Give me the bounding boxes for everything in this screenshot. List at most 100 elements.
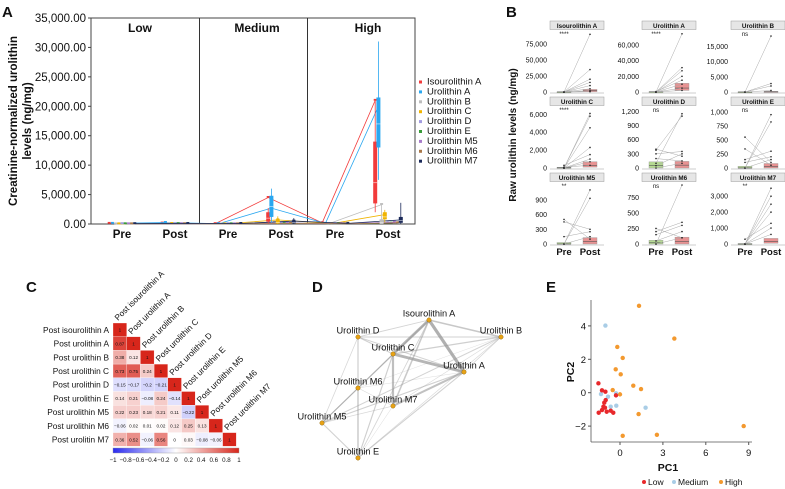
colorbar-tick-label: −0.8 [119, 457, 132, 464]
series-mean-mark [114, 222, 118, 225]
cell-value: 0.02 [129, 424, 138, 429]
strip-title: Urolithin C [561, 99, 594, 106]
post-point [589, 153, 591, 156]
post-point [681, 221, 683, 224]
y-axis-title-line: levels (ng/mg) [22, 82, 34, 159]
series-mean-mark [176, 222, 180, 224]
y-tick-label: 0 [581, 388, 586, 399]
y-tick-label: 50,000 [526, 57, 548, 64]
paired-line [563, 34, 591, 93]
post-point [770, 203, 772, 205]
series-mean-mark [173, 222, 177, 225]
y-tick-label: 35,000.00 [35, 13, 86, 25]
post-point [589, 87, 591, 90]
series-mean-mark [120, 222, 124, 225]
series-line [134, 219, 401, 225]
post-point [770, 82, 772, 85]
facet-panel: Urolithin B 0 5,000 10,000 15,000 ns [707, 20, 785, 97]
paired-line [744, 227, 772, 245]
legend-swatch [672, 480, 676, 484]
network-edge [392, 336, 502, 407]
post-point [681, 75, 683, 78]
facet-panel: Urolithin A 0 20,000 40,000 60,000 **** [618, 20, 697, 97]
cell-value: −0.08 [141, 396, 153, 401]
network-edge [357, 336, 394, 355]
cell-value: −0.17 [128, 382, 140, 387]
post-point [681, 224, 683, 227]
colorbar-tick-label: 0 [174, 457, 178, 464]
x-axis-title: PC1 [658, 462, 679, 474]
network-edge [392, 336, 502, 355]
series-mean-mark [285, 221, 289, 224]
post-point [681, 160, 683, 162]
scatter-point-medium [608, 404, 613, 409]
box [763, 238, 779, 244]
panel-b-paired-box-plots: Raw urolithin levels (ng/mg) Isourolithin… [508, 20, 785, 258]
paired-line [563, 85, 591, 93]
legend-swatch [419, 100, 422, 104]
strip [641, 96, 697, 106]
significance-label: **** [651, 32, 661, 38]
strip-title: Urolithin E [742, 99, 774, 106]
legend-label: Urolithin M6 [427, 146, 478, 157]
network-edge [392, 371, 465, 407]
post-point [589, 146, 591, 149]
x-tick-label: 9 [746, 448, 751, 459]
colorbar-tick-label: 0.4 [197, 457, 206, 464]
post-point [770, 35, 772, 37]
legend-swatch [419, 139, 422, 143]
colorbar-tick-label: −0.6 [132, 457, 145, 464]
post-point [589, 126, 591, 129]
series-mean-mark [186, 222, 190, 224]
panel-label: A [2, 4, 13, 21]
paired-line [744, 83, 772, 93]
paired-line [744, 188, 772, 245]
scatter-point-medium [598, 391, 604, 397]
x-tick-label: Post [269, 229, 294, 241]
paired-line [655, 225, 683, 235]
series-mean-mark [110, 221, 114, 224]
x-tick-label: Post [163, 229, 188, 241]
network-edge [321, 336, 359, 424]
post-point [589, 90, 591, 93]
pre-point [655, 157, 657, 160]
post-point [770, 113, 772, 116]
y-tick-label: 10,000 [707, 59, 729, 66]
network-edge [321, 405, 394, 424]
cell-value: 0.12 [129, 355, 138, 360]
post-point [770, 187, 772, 189]
row-label: Post urolithin M6 [47, 421, 109, 431]
box [291, 220, 296, 224]
heatmap-cell [222, 432, 237, 447]
y-tick-label: 40,000 [618, 58, 640, 65]
y-tick-label: 10,000.00 [35, 160, 86, 172]
series-mean-mark [346, 221, 350, 224]
legend-swatch [419, 130, 422, 133]
post-point [681, 112, 683, 115]
strip [549, 20, 605, 30]
cell-value: 1 [146, 355, 149, 360]
scatter-point-low [596, 381, 601, 386]
paired-line [655, 90, 683, 93]
series-mean-mark [289, 221, 293, 224]
panel-c-correlation-heatmap: Post isourolithin A 1 Post isourolithin A P… [43, 268, 273, 464]
box [266, 212, 271, 222]
scatter-point-low [602, 400, 607, 405]
post-point [770, 155, 772, 158]
scatter-point-low [602, 405, 608, 410]
post-point [589, 68, 591, 71]
post-point [770, 164, 772, 166]
cell-value: 0.13 [198, 424, 207, 429]
post-point [770, 233, 772, 236]
post-point [770, 150, 772, 152]
strip-title: Urolithin D [653, 99, 686, 106]
y-tick-label: 6,000 [529, 112, 547, 119]
network-node [355, 455, 361, 461]
y-tick-label: 4,000 [529, 130, 547, 137]
x-tick-label: Post [672, 247, 693, 258]
cell-value: 0.73 [115, 369, 124, 374]
cell-value: 0.01 [143, 424, 152, 429]
colorbar-tick-label: −0.4 [145, 457, 158, 464]
y-axis-title-line: Creatinine-normalized urolithin [8, 36, 20, 206]
box [382, 212, 387, 220]
